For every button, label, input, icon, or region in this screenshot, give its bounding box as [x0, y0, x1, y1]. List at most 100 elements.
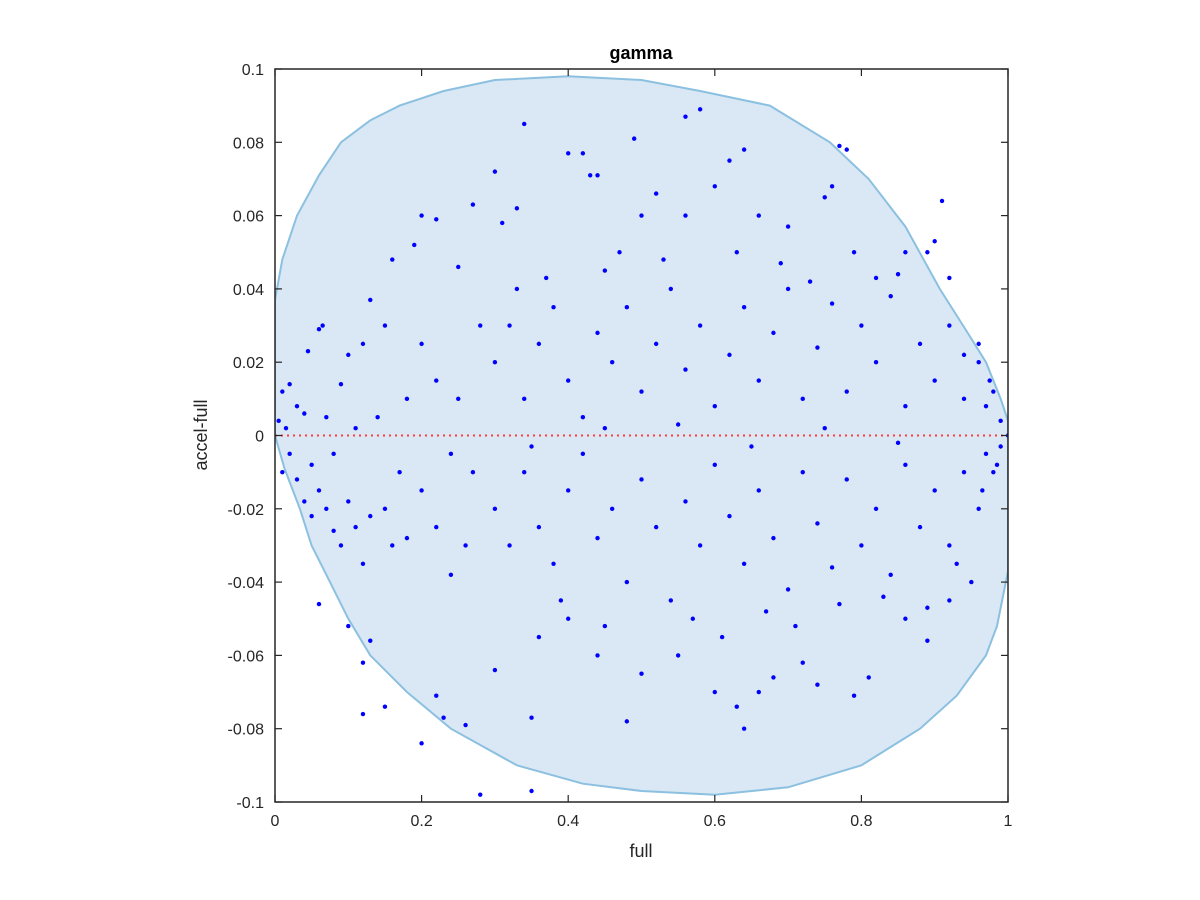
data-point: [302, 411, 307, 416]
data-point: [756, 689, 761, 695]
data-point: [947, 275, 952, 281]
y-tick-label: -0.06: [228, 648, 265, 665]
data-point: [544, 275, 549, 281]
y-tick-label: -0.08: [228, 722, 265, 739]
x-tick-label: 0.2: [410, 813, 432, 830]
data-point: [829, 565, 835, 570]
data-point: [683, 499, 688, 504]
data-point: [954, 561, 959, 566]
data-point: [316, 488, 322, 493]
chart-title: gamma: [609, 43, 673, 63]
data-point: [829, 184, 835, 189]
x-tick-label: 0: [271, 813, 280, 830]
y-tick-label: 0.1: [242, 62, 264, 79]
data-point: [932, 488, 937, 493]
data-point: [925, 250, 930, 255]
data-point: [294, 403, 300, 409]
data-point: [382, 323, 388, 328]
data-point: [338, 543, 344, 548]
data-point: [763, 609, 769, 614]
data-point: [360, 561, 366, 566]
data-point: [741, 561, 747, 566]
data-point: [756, 488, 761, 493]
data-point: [419, 488, 424, 493]
data-point: [320, 323, 325, 328]
data-point: [697, 107, 703, 112]
x-tick-label: 1: [1004, 813, 1013, 830]
data-point: [514, 286, 520, 292]
x-tick-label: 0.4: [557, 813, 579, 830]
data-point: [390, 543, 395, 548]
data-point: [456, 396, 461, 402]
data-point: [346, 623, 351, 629]
data-point: [587, 173, 593, 178]
data-point: [998, 418, 1003, 424]
data-point: [976, 506, 981, 511]
data-point: [624, 719, 630, 724]
y-tick-label: 0.08: [233, 135, 264, 152]
data-point: [822, 425, 827, 431]
data-point: [785, 224, 791, 229]
data-point: [668, 598, 674, 603]
data-point: [873, 275, 879, 281]
data-point: [390, 257, 395, 262]
x-tick-label: 0.8: [850, 813, 872, 830]
data-point: [294, 477, 300, 482]
data-point: [851, 693, 857, 698]
data-point: [917, 341, 923, 347]
data-point: [888, 572, 893, 577]
data-point: [961, 396, 967, 402]
data-point: [947, 598, 952, 603]
data-point: [522, 121, 527, 127]
data-point: [522, 396, 527, 402]
data-point: [283, 425, 289, 431]
data-point: [987, 378, 992, 383]
data-point: [815, 682, 820, 687]
data-point: [771, 330, 776, 336]
y-tick-label: 0.04: [233, 282, 264, 299]
data-point: [712, 184, 717, 189]
data-point: [529, 444, 534, 449]
data-point: [668, 286, 674, 292]
data-point: [280, 389, 285, 394]
data-point: [800, 396, 805, 402]
data-point: [873, 506, 879, 511]
data-point: [983, 403, 989, 409]
data-point: [947, 543, 952, 548]
data-point: [851, 250, 857, 255]
data-point: [309, 513, 314, 519]
y-tick-label: -0.1: [236, 795, 264, 812]
data-point: [529, 788, 534, 794]
data-point: [331, 451, 336, 457]
data-point: [712, 689, 717, 695]
data-point: [741, 726, 747, 731]
data-point: [566, 378, 571, 383]
data-point: [346, 352, 351, 358]
data-point: [566, 151, 571, 156]
data-point: [316, 327, 322, 332]
y-tick-label: -0.02: [228, 502, 265, 519]
data-point: [947, 323, 952, 328]
data-point: [653, 341, 659, 347]
data-point: [353, 524, 358, 530]
data-point: [653, 524, 659, 530]
data-point: [976, 341, 981, 347]
data-point: [382, 704, 388, 709]
data-point: [309, 462, 314, 468]
data-point: [903, 250, 908, 255]
data-point: [368, 638, 373, 643]
data-point: [602, 425, 608, 431]
data-point: [580, 451, 586, 457]
data-point: [712, 403, 717, 409]
data-point: [463, 722, 468, 728]
data-point: [771, 675, 776, 680]
data-point: [881, 594, 886, 599]
data-point: [470, 469, 476, 475]
data-point: [749, 444, 754, 449]
data-point: [683, 213, 688, 218]
data-point: [837, 143, 842, 149]
data-point: [844, 389, 849, 394]
data-point: [566, 616, 571, 621]
data-point: [492, 506, 498, 511]
data-point: [522, 469, 527, 475]
